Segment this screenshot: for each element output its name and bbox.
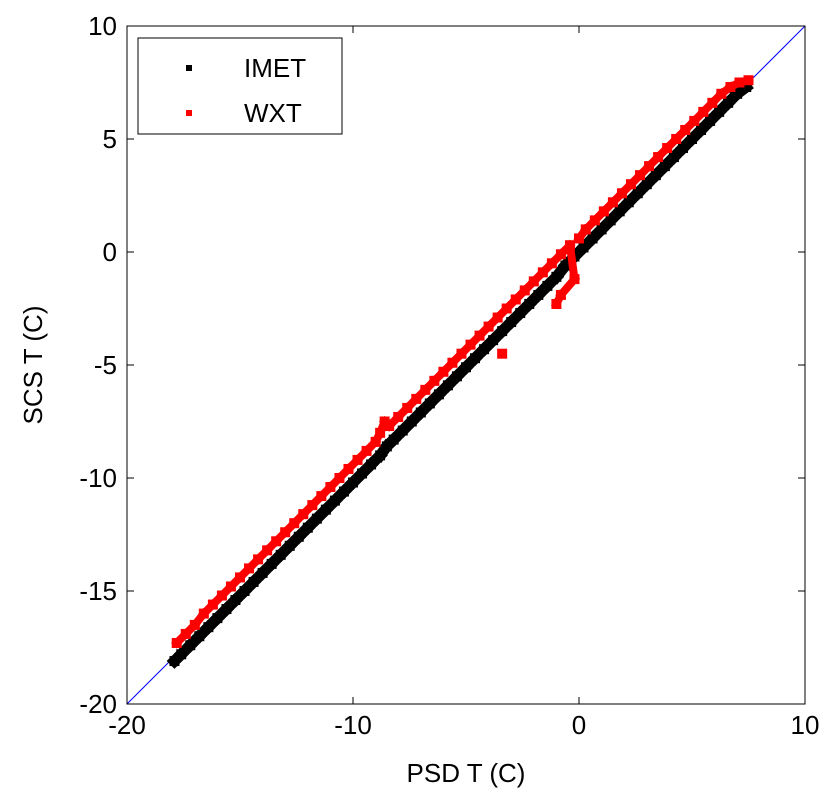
x-tick-label: -20: [108, 710, 146, 740]
y-tick-label: -5: [94, 350, 117, 380]
data-point-wxt: [551, 298, 562, 309]
x-tick-label: -10: [334, 710, 372, 740]
legend-box: [137, 37, 343, 135]
series-imet: [166, 79, 754, 669]
data-point-imet: [741, 82, 752, 93]
legend-marker-imet: [186, 65, 192, 71]
series-wxt: [171, 75, 754, 649]
y-tick-label: 10: [88, 11, 117, 41]
data-point-wxt: [497, 348, 508, 359]
legend-item-wxt: WXT: [186, 98, 302, 128]
legend-label-imet: IMET: [244, 53, 306, 83]
x-axis-label: PSD T (C): [407, 758, 526, 788]
legend: IMET WXT: [137, 37, 343, 135]
axis-ticks-layer: -20 -10 0 10 -20 -15 -10 -5 0 5 10: [79, 11, 819, 740]
data-points-layer: [166, 75, 754, 669]
legend-marker-dot: [186, 110, 192, 116]
y-axis-label: SCS T (C): [18, 306, 48, 425]
legend-marker-wxt: [186, 110, 192, 116]
y-tick-label: 0: [103, 237, 117, 267]
y-tick-label: -15: [79, 576, 117, 606]
legend-marker-dot: [186, 65, 192, 71]
data-point-wxt: [743, 75, 754, 86]
y-tick-label: -20: [79, 689, 117, 719]
x-tick-label: 0: [572, 710, 586, 740]
legend-item-imet: IMET: [186, 53, 306, 83]
y-tick-label: 5: [103, 124, 117, 154]
y-tick-label: -10: [79, 463, 117, 493]
x-tick-label: 10: [791, 710, 820, 740]
legend-label-wxt: WXT: [244, 98, 302, 128]
data-point-band-wxt: [565, 240, 579, 284]
